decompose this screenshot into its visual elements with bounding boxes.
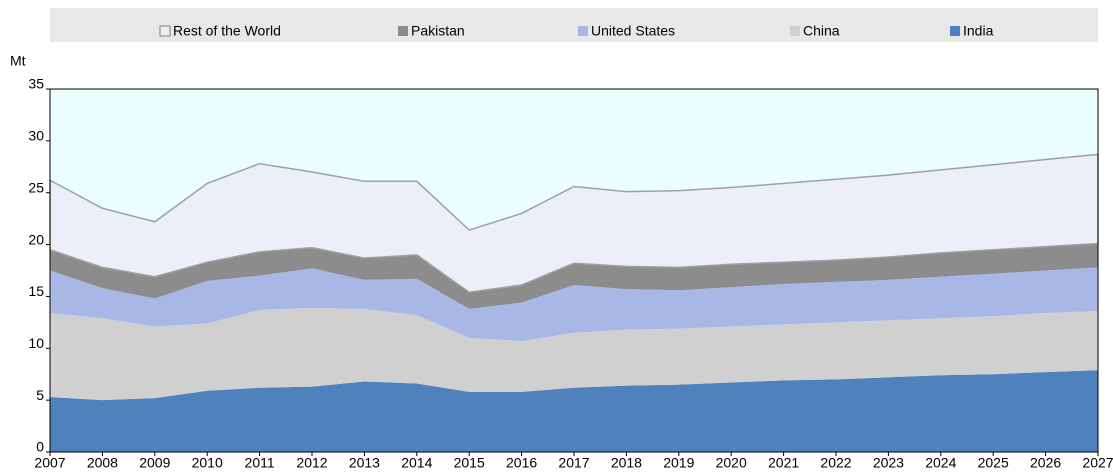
y-tick-label: 5 — [36, 387, 44, 403]
area — [50, 307, 1098, 401]
x-tick-label: 2010 — [192, 455, 223, 471]
area — [50, 267, 1098, 342]
area — [50, 243, 1098, 309]
y-tick-label: 25 — [28, 179, 44, 195]
legend-label: India — [963, 23, 994, 39]
legend-swatch — [398, 26, 408, 36]
legend-label: Rest of the World — [173, 23, 281, 39]
x-tick-label: 2015 — [454, 455, 485, 471]
x-tick-label: 2020 — [716, 455, 747, 471]
x-tick-label: 2014 — [401, 455, 432, 471]
x-tick-label: 2023 — [873, 455, 904, 471]
legend-swatch — [790, 26, 800, 36]
x-tick-label: 2013 — [349, 455, 380, 471]
x-tick-label: 2009 — [139, 455, 170, 471]
y-tick-label: 15 — [28, 283, 44, 299]
x-tick-label: 2016 — [506, 455, 537, 471]
x-tick-label: 2008 — [87, 455, 118, 471]
x-tick-label: 2017 — [558, 455, 589, 471]
legend-label: Pakistan — [411, 23, 465, 39]
x-tick-label: 2018 — [611, 455, 642, 471]
x-tick-label: 2019 — [663, 455, 694, 471]
x-tick-label: 2012 — [296, 455, 327, 471]
x-tick-label: 2026 — [1030, 455, 1061, 471]
y-tick-label: 20 — [28, 231, 44, 247]
legend-swatch — [159, 25, 171, 37]
x-tick-label: 2025 — [978, 455, 1009, 471]
x-tick-label: 2007 — [34, 455, 65, 471]
legend-swatch — [950, 26, 960, 36]
legend-label: United States — [591, 23, 675, 39]
y-tick-label: 10 — [28, 335, 44, 351]
x-tick-label: 2011 — [245, 455, 275, 471]
legend-box — [50, 8, 1098, 42]
legend-label: China — [803, 23, 840, 39]
y-tick-label: 0 — [36, 439, 44, 455]
y-axis-label: Mt — [10, 53, 26, 69]
area — [50, 370, 1098, 452]
legend-swatch — [578, 26, 588, 36]
x-tick-label: 2021 — [768, 455, 799, 471]
x-tick-label: 2027 — [1082, 455, 1113, 471]
y-tick-label: 35 — [28, 76, 44, 92]
y-tick-label: 30 — [28, 128, 44, 144]
x-tick-label: 2022 — [820, 455, 851, 471]
x-tick-label: 2024 — [925, 455, 956, 471]
